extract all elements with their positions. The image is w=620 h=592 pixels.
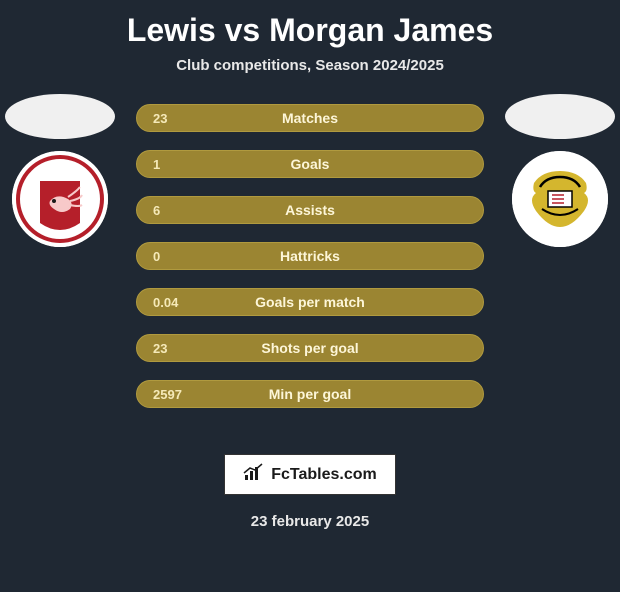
stat-label: Goals: [291, 156, 330, 172]
comparison-area: 23 Matches 1 Goals 6 Assists 0 Hattricks 0.04 Goa…: [0, 94, 620, 434]
stat-label: Shots per goal: [261, 340, 358, 356]
club-badge-right: [512, 151, 608, 247]
stat-value: 0: [153, 249, 203, 264]
morecambe-crest-icon: [12, 151, 108, 247]
player-column-right: [500, 94, 620, 247]
subtitle: Club competitions, Season 2024/2025: [0, 57, 620, 74]
stat-row: 0 Hattricks: [136, 242, 484, 270]
stat-value: 0.04: [153, 295, 203, 310]
stat-value: 6: [153, 203, 203, 218]
page-title: Lewis vs Morgan James: [0, 12, 620, 49]
stat-label: Matches: [282, 110, 338, 126]
stat-row: 0.04 Goals per match: [136, 288, 484, 316]
source-logo: FcTables.com: [0, 454, 620, 495]
stat-row: 1 Goals: [136, 150, 484, 178]
stat-value: 23: [153, 111, 203, 126]
stat-label: Min per goal: [269, 386, 351, 402]
chart-icon: [243, 463, 265, 486]
club-badge-left: [12, 151, 108, 247]
stat-rows-container: 23 Matches 1 Goals 6 Assists 0 Hattricks 0.04 Goa…: [136, 104, 484, 426]
stat-value: 2597: [153, 387, 203, 402]
stat-value: 1: [153, 157, 203, 172]
player-photo-left: [5, 94, 115, 139]
stat-row: 23 Matches: [136, 104, 484, 132]
stat-label: Assists: [285, 202, 335, 218]
footer-date: 23 february 2025: [0, 513, 620, 530]
player-column-left: [0, 94, 120, 247]
logo-text: FcTables.com: [271, 466, 377, 484]
player-photo-right: [505, 94, 615, 139]
stat-row: 6 Assists: [136, 196, 484, 224]
stat-value: 23: [153, 341, 203, 356]
stat-label: Goals per match: [255, 294, 365, 310]
stat-row: 23 Shots per goal: [136, 334, 484, 362]
logo-box: FcTables.com: [224, 454, 396, 495]
stat-row: 2597 Min per goal: [136, 380, 484, 408]
stat-label: Hattricks: [280, 248, 340, 264]
doncaster-crest-icon: [512, 151, 608, 247]
